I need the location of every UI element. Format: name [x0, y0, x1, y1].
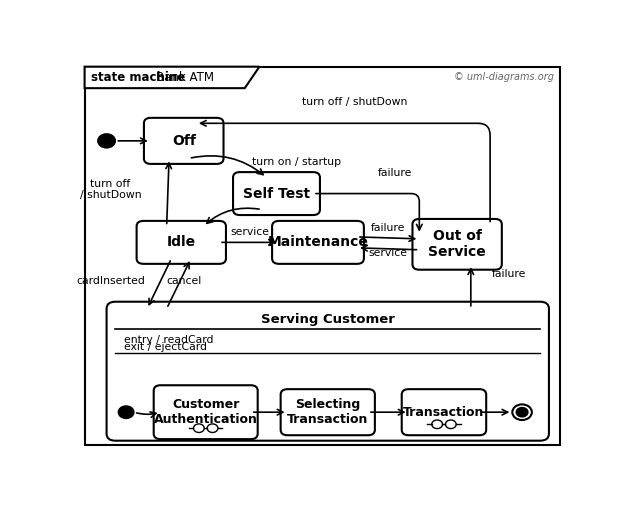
Text: Customer
Authentication: Customer Authentication	[154, 398, 258, 426]
FancyBboxPatch shape	[233, 172, 320, 215]
FancyBboxPatch shape	[154, 385, 258, 439]
Circle shape	[118, 406, 134, 418]
Circle shape	[432, 420, 442, 428]
FancyBboxPatch shape	[137, 221, 226, 264]
Text: Idle: Idle	[167, 235, 196, 249]
FancyBboxPatch shape	[413, 219, 502, 270]
Text: Out of
Service: Out of Service	[428, 229, 486, 260]
Text: Selecting
Transaction: Selecting Transaction	[287, 398, 369, 426]
Circle shape	[512, 405, 532, 420]
Text: Transaction: Transaction	[403, 406, 484, 419]
Text: turn on / startup: turn on / startup	[252, 157, 341, 167]
FancyBboxPatch shape	[280, 389, 375, 435]
Text: turn off
/ shutDown: turn off / shutDown	[79, 179, 141, 200]
FancyBboxPatch shape	[106, 302, 549, 441]
Text: service: service	[230, 227, 269, 237]
FancyBboxPatch shape	[402, 389, 486, 435]
Text: failure: failure	[371, 224, 406, 233]
Text: Bank ATM: Bank ATM	[156, 71, 214, 84]
Text: turn off / shutDown: turn off / shutDown	[302, 97, 408, 107]
Text: Serving Customer: Serving Customer	[261, 313, 394, 325]
Text: cardInserted: cardInserted	[76, 276, 145, 285]
Text: failure: failure	[491, 269, 525, 279]
Text: Self Test: Self Test	[243, 187, 310, 201]
Text: failure: failure	[378, 168, 412, 178]
FancyBboxPatch shape	[84, 67, 560, 445]
Text: Off: Off	[172, 134, 196, 148]
Polygon shape	[84, 67, 260, 88]
Text: state machine: state machine	[91, 71, 185, 84]
Circle shape	[445, 420, 456, 428]
Circle shape	[193, 424, 204, 432]
FancyBboxPatch shape	[144, 118, 224, 164]
Circle shape	[207, 424, 218, 432]
Circle shape	[98, 134, 115, 148]
Text: entry / readCard: entry / readCard	[124, 335, 214, 344]
Text: Maintenance: Maintenance	[268, 235, 369, 249]
Circle shape	[516, 408, 528, 417]
Text: exit / ejectCard: exit / ejectCard	[124, 342, 207, 352]
FancyBboxPatch shape	[272, 221, 364, 264]
Text: service: service	[369, 248, 408, 258]
Text: cancel: cancel	[166, 276, 202, 285]
Text: © uml-diagrams.org: © uml-diagrams.org	[454, 72, 554, 82]
